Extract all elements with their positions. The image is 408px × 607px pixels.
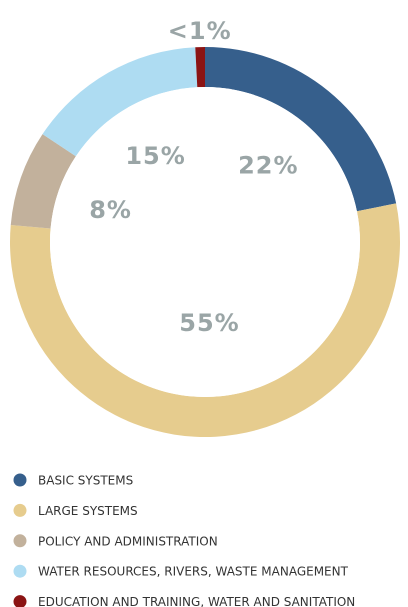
donut-slice [195, 47, 205, 88]
donut-slice [9, 203, 400, 437]
value-label: <1% [168, 17, 232, 45]
donut-slice [10, 134, 76, 229]
legend-label: EDUCATION AND TRAINING, WATER AND SANITA… [38, 595, 355, 607]
legend-label: LARGE SYSTEMS [38, 504, 138, 518]
legend-swatch [13, 473, 27, 487]
donut-slice [42, 47, 198, 157]
legend-label: BASIC SYSTEMS [38, 474, 133, 488]
legend-swatch [13, 564, 27, 578]
legend-label: POLICY AND ADMINISTRATION [38, 534, 218, 548]
legend-swatch [13, 503, 27, 517]
value-label: 15% [125, 142, 185, 170]
donut-slice [205, 47, 397, 212]
donut-hole [50, 87, 360, 397]
legend-swatch [13, 534, 27, 548]
value-label: 8% [89, 196, 132, 224]
value-label: 22% [238, 152, 298, 180]
legend-swatch [13, 595, 27, 607]
value-label: 55% [179, 309, 239, 337]
legend-label: WATER RESOURCES, RIVERS, WASTE MANAGEMEN… [38, 565, 349, 579]
